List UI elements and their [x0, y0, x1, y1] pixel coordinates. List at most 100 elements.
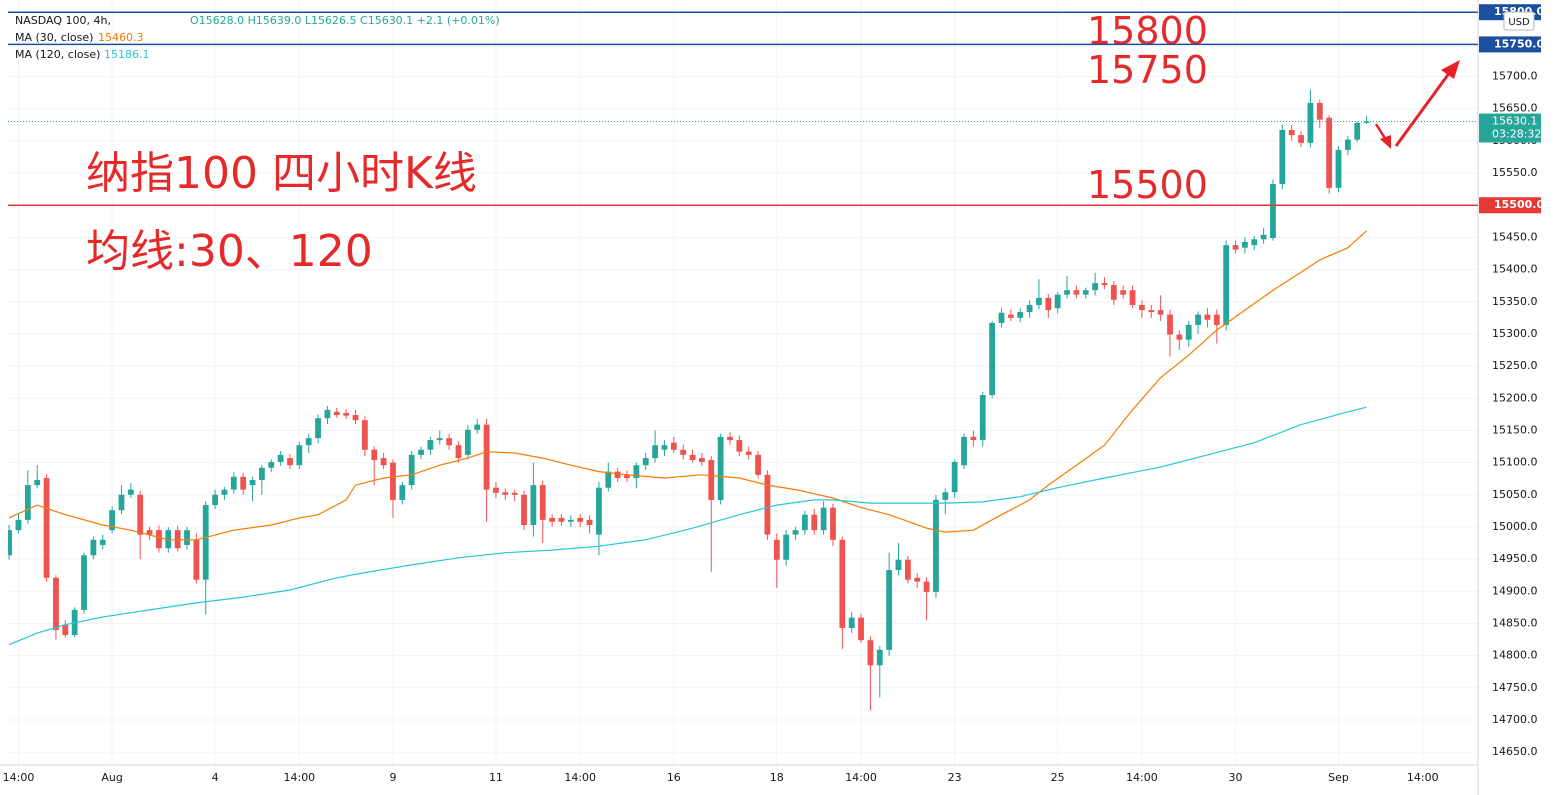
legend-ma30: MA (30, close) [15, 31, 93, 44]
candle-body [876, 649, 883, 666]
x-tick-label: 23 [948, 771, 962, 784]
candle-body [493, 487, 499, 493]
candle-body [1157, 310, 1164, 315]
candle-body [118, 494, 125, 511]
y-tick-label: 14700.0 [1492, 713, 1538, 726]
legend: NASDAQ 100, 4h, O15628.0 H15639.0 L15626… [15, 14, 500, 61]
candle-body [53, 577, 59, 630]
grid [8, 0, 1478, 765]
arrow-shaft [1394, 71, 1452, 147]
candle-body [661, 445, 668, 450]
x-tick-label: 25 [1051, 771, 1065, 784]
candle-body [680, 449, 687, 455]
x-tick-label: 14:00 [1126, 771, 1158, 784]
candle-body [830, 507, 836, 540]
currency[interactable]: USD [1508, 17, 1530, 28]
candle-body [633, 465, 640, 479]
candle-body [989, 322, 996, 396]
candle-body [605, 471, 612, 488]
y-tick-label: 15300.0 [1492, 327, 1538, 340]
candle-body [1176, 334, 1183, 340]
candle-body [895, 559, 902, 571]
candle-body [436, 438, 443, 441]
y-tick-label: 14950.0 [1492, 552, 1538, 565]
y-tick-label: 15450.0 [1492, 230, 1538, 243]
candle-body [427, 440, 434, 450]
currency-box[interactable] [1503, 11, 1535, 31]
horizontal-line-box [1479, 36, 1541, 53]
annotation: 15750 [1087, 48, 1208, 92]
last-price-box [1479, 113, 1541, 143]
candle-body [586, 519, 593, 526]
axes: 14650.0 14700.0 14750.0 14800.0 14850.0 14900… [3, 70, 1538, 784]
y-tick-label: 15100.0 [1492, 456, 1538, 469]
candle-body [773, 539, 780, 560]
candle-body [848, 617, 855, 628]
candle-body [1148, 310, 1155, 313]
candle-body [783, 534, 790, 560]
candle-body [1139, 304, 1145, 311]
countdown: 03:28:32 [1492, 128, 1541, 141]
x-tick-label: Sep [1328, 771, 1349, 784]
x-tick-label: 18 [770, 771, 784, 784]
candle-body [1326, 117, 1333, 188]
x-tick-label: 14:00 [283, 771, 315, 784]
candle-body [1082, 290, 1089, 295]
annotation: 15800 [1087, 9, 1208, 53]
candle-body [792, 530, 799, 535]
candle-body [315, 418, 321, 439]
y-tick-label: 14750.0 [1492, 681, 1538, 694]
candle-body [1223, 245, 1230, 325]
candle-body [1232, 245, 1239, 250]
candle-body [240, 476, 247, 490]
candle-body [698, 458, 705, 462]
candle-body [539, 485, 546, 520]
y-tick-label: 15700.0 [1492, 70, 1538, 83]
candle-body [858, 617, 864, 641]
x-tick-label: 4 [212, 771, 219, 784]
candle-body [230, 476, 237, 490]
candle-body [764, 474, 771, 535]
legend-ma120-value: 15186.1 [104, 48, 150, 61]
ohlc-legend: O15628.0 H15639.0 L15626.5 C15630.1 +2.1… [190, 14, 500, 27]
candle-body [1363, 121, 1370, 123]
candle-body [998, 312, 1005, 323]
candle-body [99, 539, 106, 545]
candle-body [212, 494, 218, 506]
candle-body [156, 530, 162, 549]
candle-body [923, 581, 930, 592]
x-tick-label: 9 [389, 771, 396, 784]
candle-body [1270, 184, 1276, 239]
y-tick-label: 15350.0 [1492, 295, 1538, 308]
plot-area [8, 89, 1478, 711]
candle-body [530, 485, 537, 526]
candle-body [1195, 314, 1201, 325]
candle-body [558, 517, 565, 522]
candle-body [221, 489, 228, 495]
candle-body [483, 424, 490, 490]
y-tick-label: 15400.0 [1492, 263, 1538, 276]
last-price-label: 15630.1 [1492, 115, 1538, 128]
legend-ma120: MA (120, close) [15, 48, 100, 61]
candle-body [174, 530, 181, 549]
arrow-shaft [1374, 123, 1388, 141]
candle-body [24, 485, 31, 520]
candle-body [343, 413, 350, 416]
y-tick-label: 14800.0 [1492, 649, 1538, 662]
candle-body [127, 489, 134, 495]
candle-body [1260, 234, 1267, 240]
candle-body [567, 519, 574, 522]
candle-body [1335, 149, 1342, 188]
candle-body [904, 559, 911, 580]
candle-body [352, 414, 359, 421]
candle-body [614, 471, 621, 479]
y-tick-label: 15200.0 [1492, 391, 1538, 404]
candle-body [408, 454, 415, 486]
candle-body [1241, 241, 1248, 248]
candle-body [801, 514, 808, 531]
candle-body [184, 530, 190, 545]
candle-body [951, 461, 958, 493]
candle-body [446, 438, 453, 446]
candle-body [1101, 283, 1108, 286]
